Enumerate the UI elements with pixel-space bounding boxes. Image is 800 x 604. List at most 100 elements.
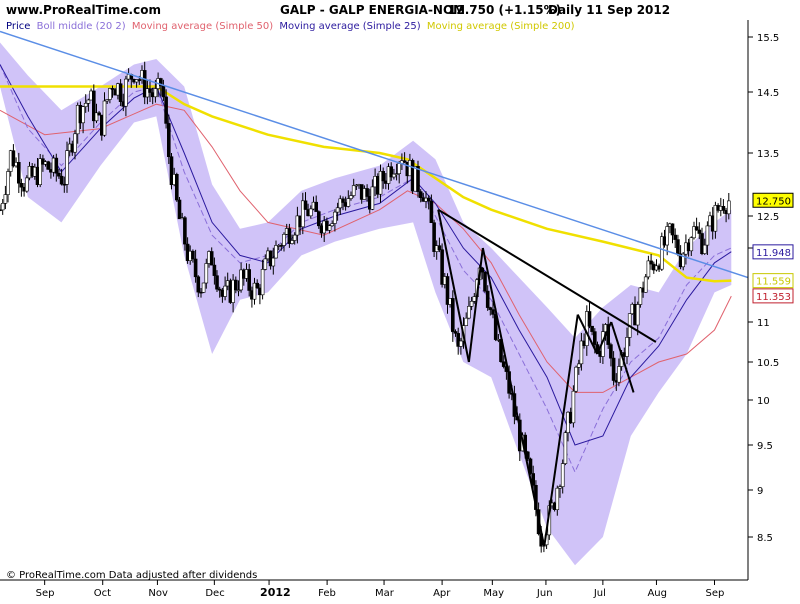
candle-body bbox=[183, 217, 187, 245]
candle-body bbox=[694, 226, 699, 231]
x-tick-label: Jul bbox=[593, 588, 606, 599]
candle-body bbox=[426, 197, 431, 202]
candle-body bbox=[175, 174, 179, 201]
y-tick-label: 10.5 bbox=[757, 358, 779, 369]
candle-body bbox=[263, 258, 268, 270]
candle-body bbox=[300, 200, 305, 228]
candle-body bbox=[327, 225, 332, 231]
candle-body bbox=[528, 458, 533, 474]
candle-body bbox=[625, 337, 629, 357]
candle-body bbox=[252, 282, 257, 300]
legend-price: Price bbox=[6, 21, 30, 32]
price-change: 12.750 (+1.15%) bbox=[448, 3, 561, 17]
footer-note: © ProRealTime.com Data adjusted after di… bbox=[6, 570, 257, 581]
candle-body bbox=[217, 288, 222, 291]
y-tick-label: 9.5 bbox=[757, 441, 773, 452]
candle-body bbox=[260, 269, 265, 296]
candle-body bbox=[191, 250, 195, 260]
candle-body bbox=[437, 245, 442, 250]
candle-body bbox=[333, 211, 337, 224]
candle-body bbox=[381, 171, 386, 182]
candle-body bbox=[440, 249, 444, 285]
x-tick-label: Mar bbox=[375, 588, 395, 599]
ma200-line bbox=[0, 85, 732, 283]
candle-body bbox=[673, 234, 678, 240]
candle-body bbox=[555, 487, 560, 511]
candle-body bbox=[193, 258, 198, 278]
pattern-line bbox=[543, 314, 579, 547]
candle-body bbox=[418, 191, 423, 199]
value-box bbox=[752, 244, 794, 260]
candle-body bbox=[445, 276, 450, 305]
candle-body bbox=[148, 88, 152, 93]
candle-body bbox=[469, 300, 474, 307]
candle-body bbox=[167, 123, 171, 158]
candle-body bbox=[247, 269, 251, 291]
legend-boll: Boll middle (20 2) bbox=[37, 21, 126, 32]
candle-body bbox=[0, 203, 5, 211]
candle-body bbox=[83, 103, 88, 108]
candle-body bbox=[57, 172, 61, 177]
candle-body bbox=[153, 88, 158, 98]
value-boxes: 12.750 11.948 11.559 11.353 bbox=[752, 192, 794, 304]
candle-body bbox=[124, 78, 128, 107]
candle-body bbox=[705, 225, 710, 246]
legend-ma25: Moving average (Simple 25) bbox=[279, 21, 420, 32]
y-tick-label: 15.5 bbox=[757, 33, 779, 44]
candle-body bbox=[110, 88, 115, 90]
candle-body bbox=[635, 304, 640, 326]
candle-body bbox=[670, 223, 675, 236]
candle-body bbox=[574, 366, 578, 392]
candle-body bbox=[365, 188, 369, 197]
candle-body bbox=[209, 251, 214, 266]
candle-body bbox=[491, 309, 495, 315]
candle-body bbox=[62, 183, 67, 186]
candle-body bbox=[239, 269, 243, 291]
candle-body bbox=[592, 331, 597, 345]
site-label[interactable]: www.ProRealTime.com bbox=[6, 3, 161, 17]
candle-body bbox=[274, 245, 278, 259]
pattern-line bbox=[437, 208, 657, 343]
ma25-line bbox=[0, 64, 732, 446]
candle-body bbox=[314, 201, 319, 212]
candle-body bbox=[94, 112, 99, 122]
candle-body bbox=[142, 70, 147, 98]
candle-body bbox=[19, 183, 24, 188]
candle-body bbox=[102, 100, 107, 136]
pattern-line bbox=[610, 321, 635, 393]
y-tick-label: 14.5 bbox=[757, 88, 779, 99]
value-box-label: 11.559 bbox=[756, 277, 791, 288]
candle-body bbox=[97, 112, 101, 116]
candle-body bbox=[282, 234, 286, 246]
candle-body bbox=[16, 162, 21, 184]
candle-body bbox=[164, 96, 168, 124]
candle-body bbox=[676, 239, 680, 255]
candle-body bbox=[649, 260, 653, 265]
x-tick-label: Sep bbox=[36, 588, 55, 599]
candle-body bbox=[234, 279, 238, 291]
candle-body bbox=[316, 211, 321, 227]
y-tick-label: 12.5 bbox=[757, 212, 779, 223]
x-tick-label: Aug bbox=[647, 588, 667, 599]
value-box-label: 11.948 bbox=[756, 248, 791, 259]
candle-body bbox=[579, 340, 584, 365]
price-candles bbox=[0, 61, 731, 553]
x-tick-label: Jun bbox=[536, 588, 553, 599]
candle-body bbox=[11, 150, 16, 167]
candle-body bbox=[681, 253, 686, 268]
candle-body bbox=[145, 88, 150, 98]
pattern-line bbox=[576, 314, 599, 355]
value-box bbox=[752, 288, 794, 304]
candle-body bbox=[105, 99, 109, 102]
candle-body bbox=[659, 236, 664, 270]
candle-body bbox=[459, 340, 463, 347]
candle-body bbox=[697, 229, 702, 234]
candle-body bbox=[255, 282, 259, 289]
candle-body bbox=[429, 200, 434, 224]
candle-body bbox=[643, 276, 648, 293]
candle-body bbox=[402, 160, 407, 163]
candle-body bbox=[563, 432, 568, 464]
pattern-line bbox=[467, 247, 484, 363]
candle-body bbox=[59, 175, 64, 185]
candle-body bbox=[571, 390, 576, 424]
